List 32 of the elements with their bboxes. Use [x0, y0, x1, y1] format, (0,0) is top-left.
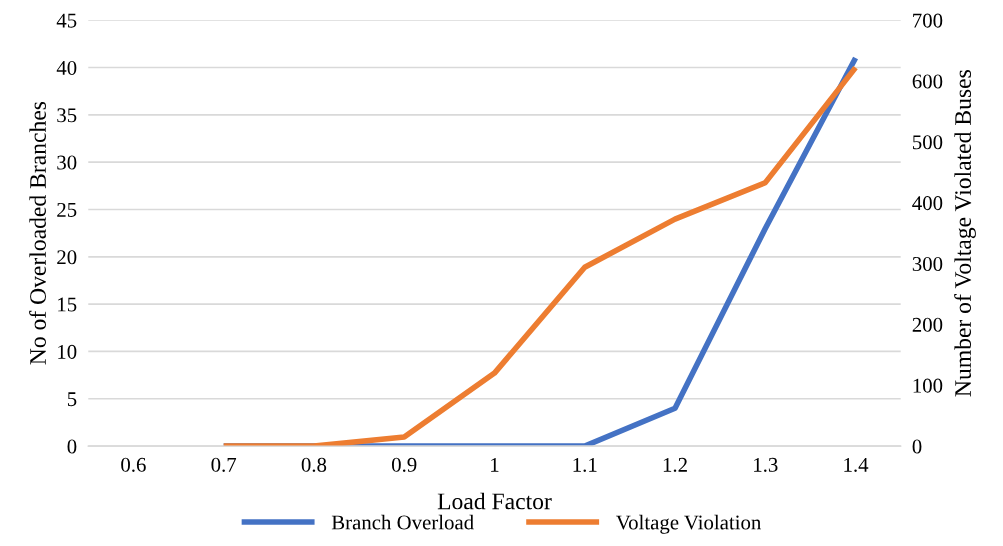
- y-tick-label: 25: [57, 202, 77, 217]
- y2-tick-label: 500: [913, 135, 943, 150]
- x-tick-label: 0.6: [121, 457, 146, 472]
- y-tick-label: 5: [67, 392, 77, 407]
- y-tick-label: 0: [67, 439, 77, 454]
- y2-tick-label: 200: [912, 317, 943, 332]
- x-tick-label: 1.3: [754, 457, 778, 472]
- legend-label: Voltage Violation: [616, 514, 762, 534]
- x-tick-label: 1.1: [573, 457, 597, 472]
- y2-tick-label: 100: [913, 378, 943, 393]
- y-tick-label: 40: [56, 60, 77, 75]
- y2-tick-label: 400: [912, 196, 943, 211]
- y-tick-label: 30: [57, 155, 77, 170]
- y2-tick-label: 700: [913, 13, 943, 28]
- y-tick-label: 45: [56, 13, 77, 28]
- y2-tick-label: 300: [912, 256, 943, 271]
- x-tick-label: 1.2: [663, 457, 687, 472]
- y-axis-title: No of Overloaded Branches: [29, 101, 46, 365]
- y-tick-label: 15: [58, 297, 77, 312]
- y2-tick-label: 0: [912, 439, 922, 454]
- x-tick-label: 1.4: [844, 457, 869, 472]
- y-tick-label: 20: [57, 250, 77, 265]
- x-tick-label: 0.9: [391, 457, 417, 472]
- y2-axis-title: Number of Voltage Violated Buses: [954, 70, 976, 397]
- x-tick-label: 1: [491, 457, 499, 472]
- x-tick-label: 0.8: [301, 457, 327, 472]
- legend-label: Branch Overload: [331, 514, 474, 530]
- y2-tick-label: 600: [912, 74, 943, 89]
- y-tick-label: 35: [57, 108, 77, 123]
- y-tick-label: 10: [58, 344, 77, 359]
- x-tick-label: 0.7: [211, 457, 237, 472]
- x-axis-title: Load Factor: [437, 492, 552, 510]
